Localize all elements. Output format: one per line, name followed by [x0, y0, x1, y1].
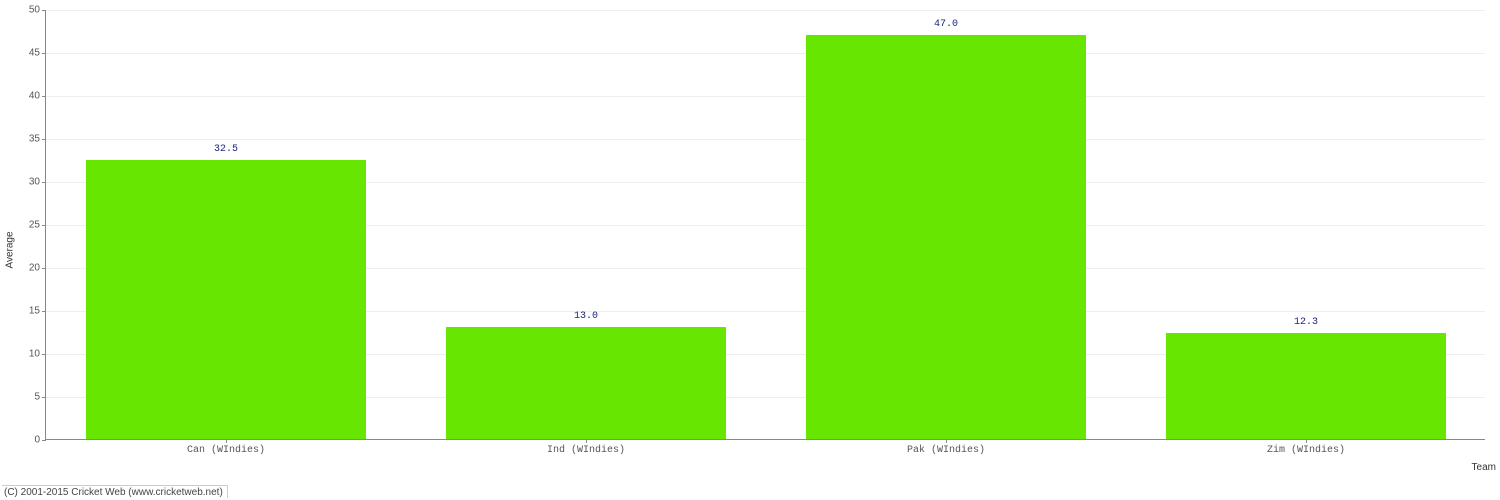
- grid-line: [46, 139, 1485, 140]
- bar: 47.0: [806, 35, 1087, 439]
- x-tick-label: Pak (WIndies): [907, 439, 985, 456]
- chart-area: 0510152025303540455032.5Can (WIndies)13.…: [45, 10, 1485, 440]
- bar: 13.0: [446, 327, 727, 439]
- plot-region: 0510152025303540455032.5Can (WIndies)13.…: [45, 10, 1485, 440]
- bar-value-label: 32.5: [86, 144, 367, 155]
- y-tick-label: 20: [29, 263, 46, 274]
- grid-line: [46, 53, 1485, 54]
- y-tick-label: 10: [29, 349, 46, 360]
- y-tick-label: 15: [29, 306, 46, 317]
- y-tick-label: 50: [29, 5, 46, 16]
- bar: 32.5: [86, 160, 367, 440]
- copyright-text: (C) 2001-2015 Cricket Web (www.cricketwe…: [2, 485, 228, 498]
- bar: 12.3: [1166, 333, 1447, 439]
- x-axis-label: Team: [1472, 462, 1496, 473]
- y-tick-label: 40: [29, 91, 46, 102]
- bar-value-label: 13.0: [446, 311, 727, 322]
- y-tick-label: 30: [29, 177, 46, 188]
- bar-value-label: 47.0: [806, 19, 1087, 30]
- grid-line: [46, 96, 1485, 97]
- x-tick-label: Zim (WIndies): [1267, 439, 1345, 456]
- grid-line: [46, 10, 1485, 11]
- y-tick-label: 45: [29, 48, 46, 59]
- y-tick-label: 25: [29, 220, 46, 231]
- bar-value-label: 12.3: [1166, 317, 1447, 328]
- y-tick-label: 5: [34, 392, 46, 403]
- x-tick-label: Can (WIndies): [187, 439, 265, 456]
- y-axis-label: Average: [5, 231, 16, 268]
- x-tick-label: Ind (WIndies): [547, 439, 625, 456]
- y-tick-label: 35: [29, 134, 46, 145]
- y-tick-label: 0: [34, 435, 46, 446]
